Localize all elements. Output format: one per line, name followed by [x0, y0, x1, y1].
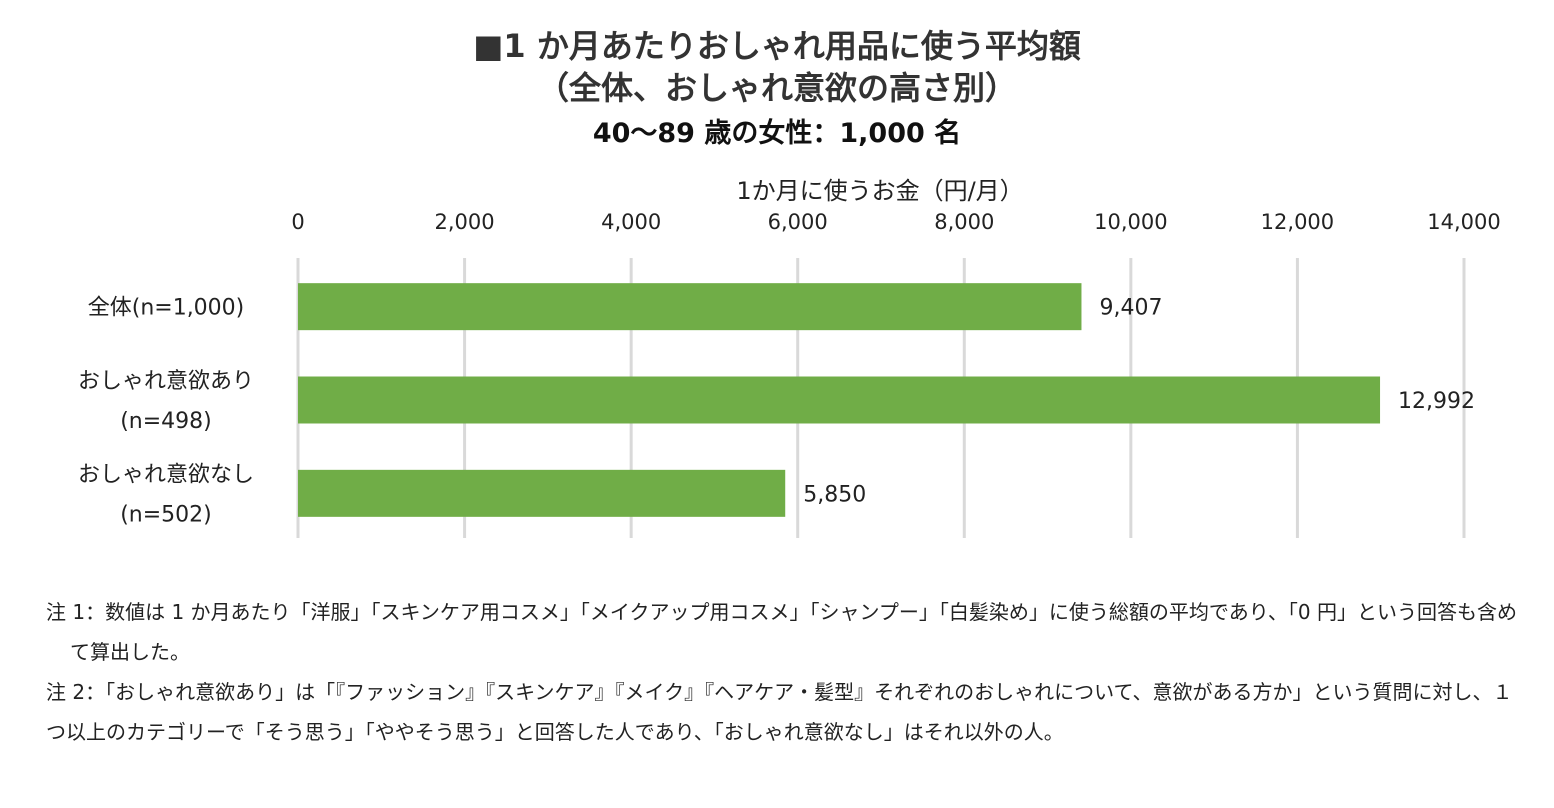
x-axis-title: 1か月に使うお金（円/月）: [736, 177, 1023, 205]
bar: [298, 469, 786, 517]
category-label: 全体(n=1,000): [88, 296, 245, 321]
category-label: おしゃれ意欲あり: [78, 369, 254, 394]
x-tick-label: 12,000: [1261, 210, 1334, 234]
data-label: 12,992: [1398, 389, 1475, 414]
bars: [298, 283, 1381, 517]
category-label: おしゃれ意欲なし: [78, 462, 254, 487]
bar-chart: 1か月に使うお金（円/月） 0 2,000 4,000 6,000 8,000 10,00…: [78, 177, 1501, 538]
x-tick-label: 14,000: [1427, 210, 1500, 234]
x-tick-label: 6,000: [768, 210, 828, 234]
data-label: 9,407: [1099, 296, 1162, 321]
x-tick-label: 2,000: [435, 210, 495, 234]
bar: [298, 283, 1082, 331]
chart-title-line2: （全体、おしゃれ意欲の高さ別）: [536, 69, 1017, 107]
x-tick-label: 4,000: [601, 210, 661, 234]
footnotes: 注 1：数値は 1 か月あたり「洋服」「スキンケア用コスメ」「メイクアップ用コス…: [46, 592, 1526, 752]
x-axis-ticks: 0 2,000 4,000 6,000 8,000 10,000 12,000 14,000: [291, 210, 1500, 234]
data-labels: 9,407 12,992 5,850: [803, 296, 1475, 508]
x-tick-label: 10,000: [1094, 210, 1167, 234]
category-label: (n=498): [120, 409, 212, 434]
x-tick-label: 8,000: [934, 210, 994, 234]
chart-subtitle: 40〜89 歳の女性：1,000 名: [592, 118, 962, 149]
data-label: 5,850: [803, 482, 866, 507]
x-tick-label: 0: [291, 210, 304, 234]
footnote-1: 注 1：数値は 1 か月あたり「洋服」「スキンケア用コスメ」「メイクアップ用コス…: [46, 600, 1518, 664]
chart-title: ■1 か月あたりおしゃれ用品に使う平均額: [473, 27, 1081, 65]
footnote-2: 注 2：「おしゃれ意欲あり」は「『ファッション』『スキンケア』『メイク』『ヘアケ…: [46, 680, 1513, 744]
category-label: (n=502): [120, 502, 212, 527]
category-labels: 全体(n=1,000) おしゃれ意欲あり (n=498) おしゃれ意欲なし (n=502…: [78, 296, 254, 528]
bar: [298, 376, 1381, 424]
